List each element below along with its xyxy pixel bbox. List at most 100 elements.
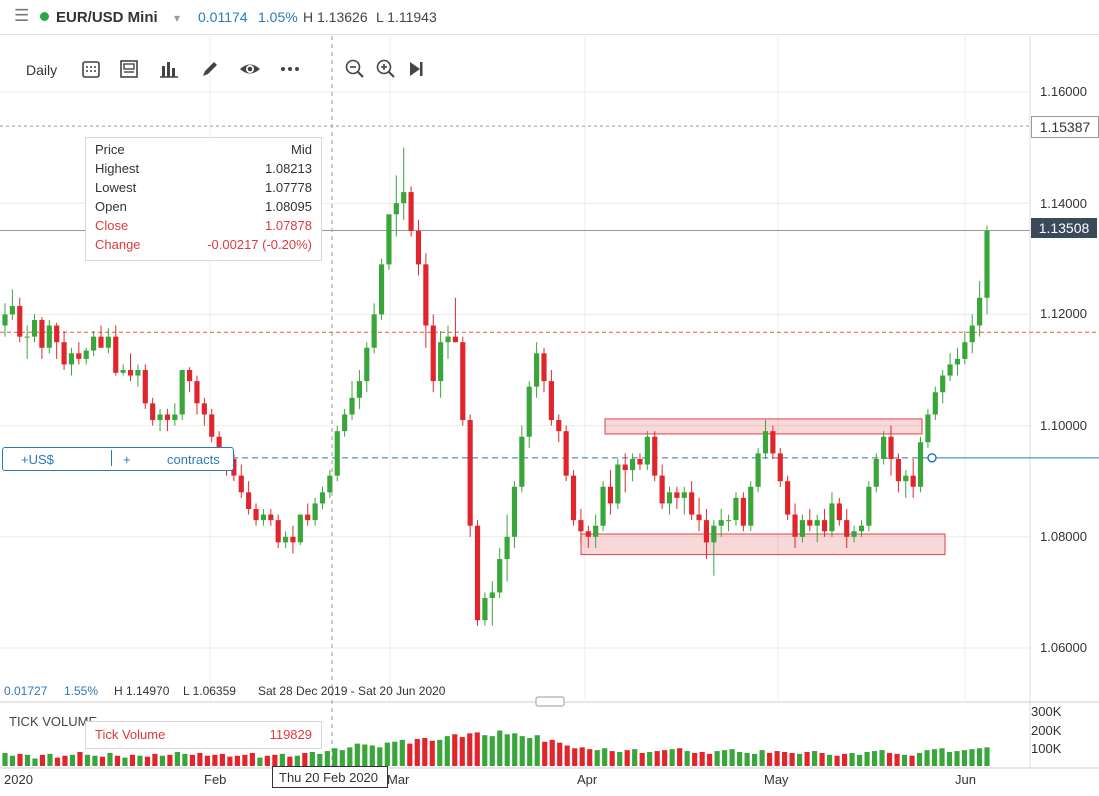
candle-body [378, 264, 385, 315]
volume-bar [422, 738, 428, 766]
volume-bar [871, 751, 878, 766]
panel-resize-handle [535, 696, 565, 707]
volume-bar [152, 753, 158, 766]
x-tick-label: Jun [955, 772, 976, 787]
candle-body [696, 514, 702, 521]
candle-body [135, 370, 141, 376]
candle-body [179, 370, 185, 415]
volume-bar [841, 753, 848, 766]
candle-body [46, 325, 52, 348]
x-tick-label: Apr [577, 772, 598, 787]
zoom-out-icon[interactable] [344, 58, 366, 80]
candle-body [622, 464, 628, 471]
candle-body [415, 231, 422, 265]
candle-body [489, 592, 495, 598]
hamburger-icon[interactable]: ☰ [14, 6, 30, 25]
highest-label: Highest [95, 161, 140, 176]
volume-bar [669, 749, 675, 766]
more-icon[interactable] [279, 58, 301, 80]
candle-body [711, 525, 717, 543]
candle-body [556, 420, 562, 432]
candle-body [807, 520, 813, 526]
volume-bar [557, 742, 563, 766]
highest-value: 1.08213 [265, 161, 312, 176]
candle-body [925, 414, 931, 443]
order-level-handle [927, 453, 937, 463]
lowest-label: Lowest [95, 180, 137, 195]
volume-bar [339, 750, 345, 766]
range-change-pct: 1.55% [64, 684, 99, 698]
candle-body [246, 492, 252, 509]
zoom-in-icon[interactable] [375, 58, 397, 80]
candle-body [770, 431, 776, 454]
chevron-down-icon[interactable]: ▾ [174, 11, 181, 25]
candle-body [969, 325, 975, 343]
bar-chart-icon[interactable] [158, 58, 180, 80]
volume-bar [317, 753, 323, 766]
pencil-icon[interactable] [199, 58, 221, 80]
deal-contracts[interactable]: contracts [167, 452, 220, 467]
volume-bar [249, 752, 255, 766]
deal-plus[interactable]: + [123, 452, 131, 467]
close-value: 1.07878 [265, 218, 312, 233]
volume-bar [159, 755, 166, 766]
candle-body [142, 370, 148, 404]
change-label: Change [95, 237, 141, 252]
volume-bar [182, 753, 188, 766]
ohlc-tooltip: Price Mid Highest 1.08213 Lowest 1.07778 Op… [85, 137, 322, 261]
volume-bar [99, 756, 106, 766]
volume-bar [347, 747, 353, 766]
candle-body [194, 381, 200, 404]
layout-icon[interactable] [118, 58, 140, 80]
volume-bar [662, 750, 668, 766]
volume-bar [54, 757, 61, 766]
volume-bar [579, 747, 585, 766]
volume-bar [931, 749, 938, 766]
volume-bar [39, 754, 46, 766]
candle-body [260, 514, 267, 521]
candle-body [445, 336, 451, 343]
volume-bar [459, 737, 465, 766]
volume-bar [512, 733, 518, 766]
candle-body [157, 414, 163, 421]
candle-body [755, 453, 761, 487]
candle-body [844, 520, 850, 537]
lowest-value: 1.07778 [265, 180, 312, 195]
volume-bar [819, 752, 825, 766]
candle-body [305, 514, 311, 521]
volume-bar [69, 754, 76, 766]
alert-price-tag[interactable]: 1.15387 [1031, 116, 1099, 138]
volume-bar [946, 752, 953, 766]
interval-selector[interactable]: Daily [26, 62, 58, 78]
candle-body [401, 192, 407, 204]
candle-body [585, 531, 591, 537]
volume-bar [197, 752, 203, 766]
eye-icon[interactable] [239, 58, 261, 80]
volume-bar [677, 748, 683, 766]
volume-bar [212, 754, 218, 766]
jump-to-end-icon[interactable] [405, 58, 427, 80]
volume-bar [189, 754, 195, 766]
deal-ticket[interactable]: +US$ + contracts [2, 447, 234, 471]
volume-bar [632, 749, 638, 766]
crosshair-date-label: Thu 20 Feb 2020 [272, 766, 388, 788]
volume-bar [384, 742, 390, 766]
volume-bar [294, 755, 300, 766]
candle-body [652, 436, 658, 476]
deal-currency[interactable]: +US$ [21, 452, 54, 467]
volume-bar [137, 755, 143, 766]
y-tick-label: 1.06000 [1040, 640, 1087, 655]
candle-body [504, 536, 510, 560]
x-tick-label: 2020 [4, 772, 33, 787]
volume-bar [354, 743, 360, 766]
calendar-grid-icon[interactable] [80, 58, 102, 80]
candle-body [563, 431, 569, 476]
candle-body [364, 347, 370, 382]
candle-body [253, 509, 259, 521]
candle-body [290, 536, 296, 543]
price-type: Mid [291, 142, 312, 157]
volume-legend-label: Tick Volume [95, 727, 166, 742]
volume-bar [129, 754, 136, 766]
instrument-name[interactable]: EUR/USD Mini [56, 9, 158, 26]
